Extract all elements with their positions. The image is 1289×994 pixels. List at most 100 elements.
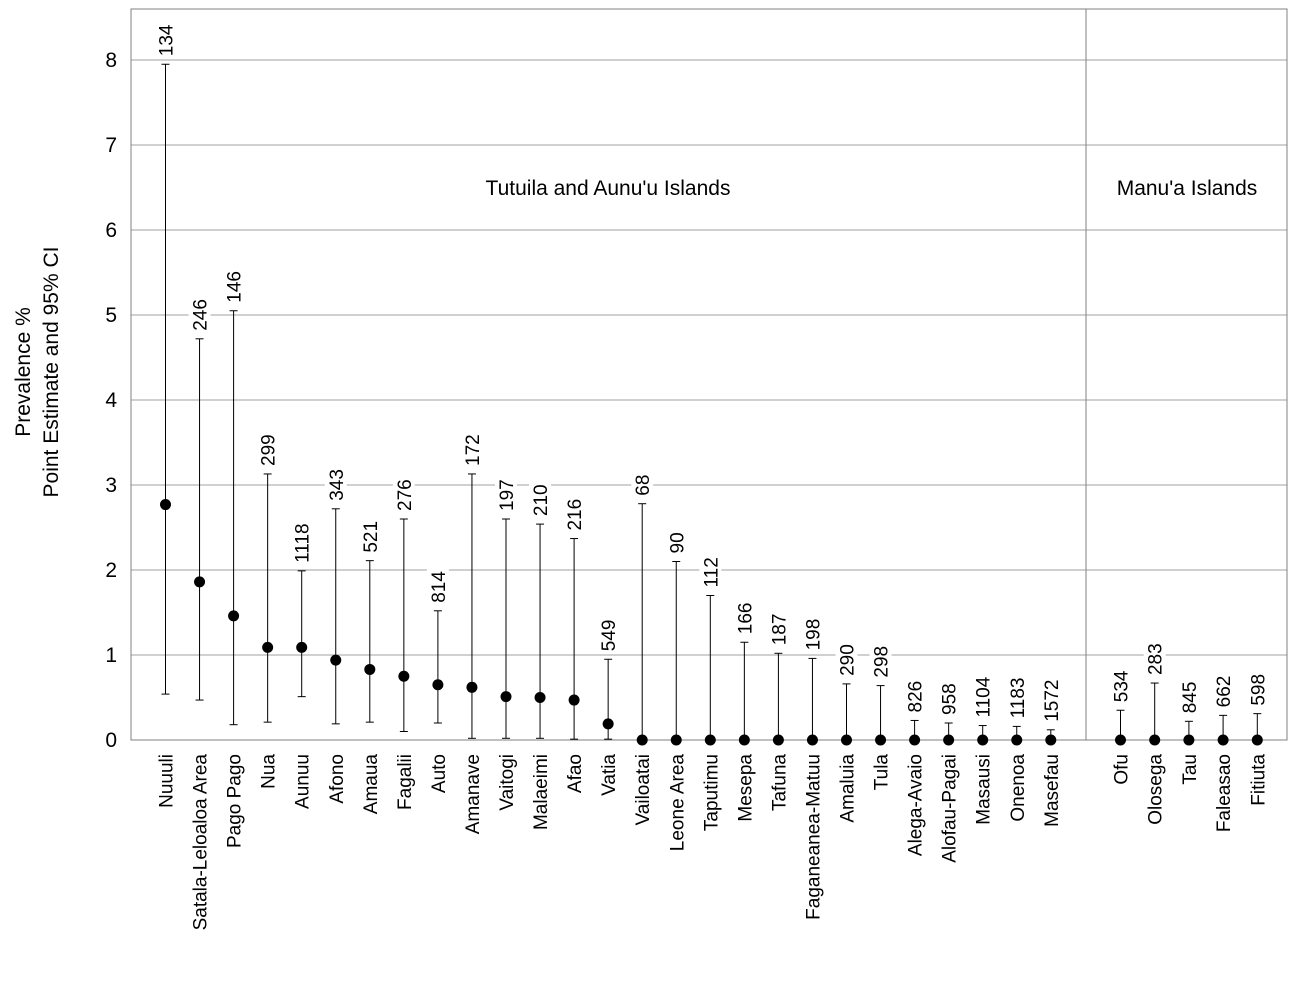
svg-text:Tafuna: Tafuna	[769, 754, 790, 811]
category-label: Malaeimi	[531, 754, 552, 830]
y-tick-label: 8	[105, 49, 117, 72]
sample-size-label: 534	[1109, 667, 1133, 706]
category-label: Pago Pago	[225, 754, 246, 848]
y-tick-labels: 0 1 2 3 4 5 6 7 8	[105, 49, 117, 752]
plot-frame	[130, 8, 1288, 741]
svg-text:197: 197	[497, 479, 518, 511]
svg-text:Fagalii: Fagalii	[395, 754, 416, 810]
svg-text:90: 90	[667, 532, 688, 553]
point-estimate	[296, 641, 308, 653]
sample-size-label: 172	[460, 431, 484, 469]
svg-text:Faganeanea-Matuu: Faganeanea-Matuu	[803, 754, 824, 920]
svg-text:298: 298	[872, 646, 893, 678]
grid-layer	[131, 59, 1287, 741]
y-tick-label: 7	[105, 134, 117, 157]
point-estimate	[330, 654, 342, 666]
y-tick-label: 4	[105, 389, 117, 412]
y-tick-label: 3	[105, 474, 117, 497]
point-estimate	[772, 734, 784, 746]
svg-text:276: 276	[395, 479, 416, 511]
svg-text:1104: 1104	[974, 676, 995, 717]
svg-text:187: 187	[769, 614, 790, 646]
svg-text:Vatia: Vatia	[599, 754, 620, 796]
sample-size-label: 112	[699, 552, 722, 591]
sample-size-label: 1104	[971, 672, 995, 721]
svg-text:521: 521	[361, 521, 382, 553]
point-estimate	[875, 734, 887, 746]
sample-size-label: 216	[563, 495, 586, 534]
marks-layer	[160, 63, 1263, 746]
svg-text:343: 343	[327, 469, 348, 501]
svg-text:283: 283	[1146, 643, 1167, 675]
category-label: Vatia	[599, 754, 620, 796]
svg-text:Amanave: Amanave	[463, 754, 484, 834]
svg-text:Afono: Afono	[327, 754, 348, 804]
point-estimate	[1217, 734, 1229, 746]
sample-size-label: 299	[256, 431, 280, 469]
svg-text:Nuuuli: Nuuuli	[157, 754, 178, 808]
svg-text:210: 210	[531, 484, 552, 516]
point-estimate	[1115, 734, 1126, 746]
point-estimate	[909, 734, 921, 746]
svg-text:198: 198	[803, 619, 824, 651]
y-axis-title: Prevalence % Point Estimate and 95% CI	[12, 247, 63, 498]
svg-text:Mesepa: Mesepa	[735, 754, 756, 822]
svg-text:Pago Pago: Pago Pago	[225, 754, 246, 848]
point-estimate	[806, 734, 818, 746]
point-estimate	[262, 641, 274, 653]
svg-text:Vaitogi: Vaitogi	[497, 754, 518, 811]
y-tick-label: 5	[105, 304, 117, 327]
sample-size-label: 198	[801, 615, 824, 654]
y-axis-title-line2: Point Estimate and 95% CI	[40, 247, 63, 498]
point-estimate	[160, 499, 171, 511]
svg-text:216: 216	[565, 499, 586, 531]
point-estimate	[194, 576, 206, 588]
point-estimate	[1149, 734, 1161, 746]
sample-size-label: 1572	[1039, 676, 1063, 725]
svg-text:Faleasao: Faleasao	[1214, 754, 1235, 832]
svg-text:68: 68	[633, 475, 654, 496]
category-label: Amaluia	[838, 754, 859, 823]
point-estimate	[432, 679, 444, 691]
svg-text:Masefau: Masefau	[1042, 754, 1063, 827]
svg-text:814: 814	[429, 571, 450, 603]
category-label: Aunuu	[293, 754, 314, 809]
y-tick-label: 6	[105, 219, 117, 242]
svg-text:Aunuu: Aunuu	[293, 754, 314, 809]
region-label-manua: Manu'a Islands	[1117, 177, 1258, 200]
sample-size-label: 1183	[1005, 673, 1029, 722]
svg-text:1572: 1572	[1042, 680, 1063, 722]
category-label: Masausi	[974, 754, 995, 825]
svg-text:549: 549	[599, 620, 620, 652]
svg-text:Nua: Nua	[259, 754, 280, 789]
sample-size-label: 298	[869, 642, 893, 681]
sample-size-label: 276	[392, 476, 416, 514]
point-estimate	[841, 734, 852, 746]
svg-text:134: 134	[157, 24, 178, 56]
category-label: Alega-Avaio	[906, 754, 927, 856]
point-estimate	[364, 663, 376, 675]
category-label: Nua	[259, 754, 280, 789]
point-estimate	[602, 718, 614, 730]
sample-size-label: 826	[903, 677, 927, 716]
sample-size-label: 845	[1177, 678, 1201, 717]
category-label: Faganeanea-Matuu	[803, 754, 824, 920]
svg-text:246: 246	[191, 299, 212, 331]
category-label: Fagalii	[395, 754, 416, 810]
svg-text:Amaluia: Amaluia	[838, 754, 859, 823]
svg-text:299: 299	[259, 434, 280, 466]
point-estimate	[398, 670, 410, 682]
category-label: Leone Area	[667, 754, 688, 852]
point-estimate	[977, 734, 989, 746]
category-label: Mesepa	[735, 754, 756, 822]
category-label: Taputimu	[701, 754, 722, 831]
svg-text:958: 958	[940, 683, 961, 715]
svg-text:172: 172	[463, 434, 484, 466]
region-label-tutuila: Tutuila and Aunu'u Islands	[486, 177, 731, 200]
point-estimate	[1045, 734, 1057, 746]
svg-text:Taputimu: Taputimu	[701, 754, 722, 831]
point-estimate	[943, 734, 955, 746]
sample-size-label: 146	[222, 267, 246, 306]
svg-text:Olosega: Olosega	[1146, 754, 1167, 825]
